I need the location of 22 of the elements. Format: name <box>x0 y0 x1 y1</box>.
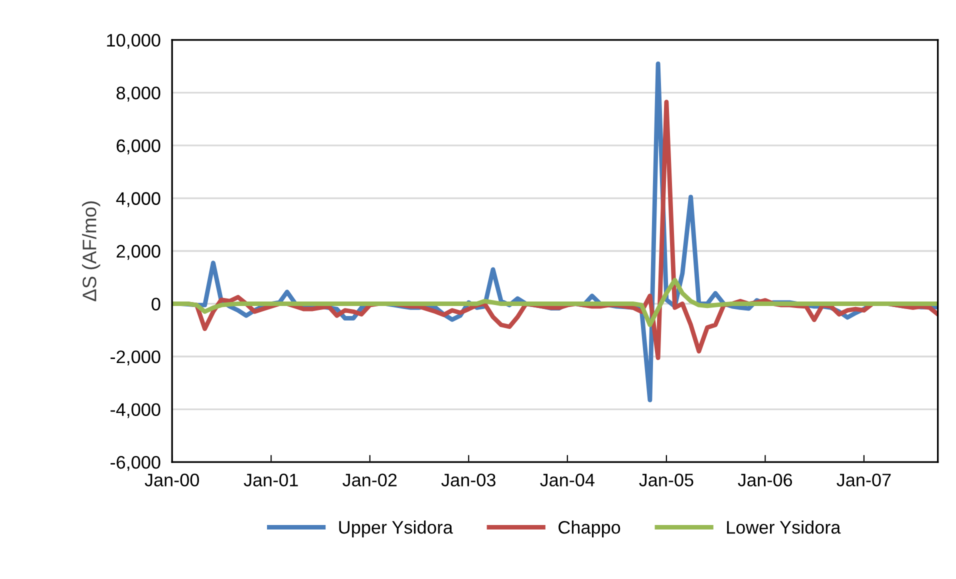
y-axis-title: ΔS (AF/mo) <box>82 201 100 302</box>
y-tick-label: 6,000 <box>116 139 160 154</box>
y-tick-label: -2,000 <box>110 350 160 366</box>
x-tick-label: Jan-03 <box>441 474 496 486</box>
x-tick-label: Jan-06 <box>738 474 792 486</box>
y-tick-label: 2,000 <box>116 244 160 260</box>
line-series <box>172 278 938 328</box>
legend-label: Lower Ysidora <box>727 520 841 534</box>
y-tick-label: -4,000 <box>110 403 160 418</box>
x-tick-label: Jan-05 <box>639 474 694 486</box>
legend-label: Upper Ysidora <box>339 520 453 538</box>
legend-label: Chappo <box>558 520 620 538</box>
y-tick-label: 0 <box>152 298 160 310</box>
y-tick-label: -6,000 <box>110 456 160 471</box>
x-tick-label: Jan-04 <box>540 474 594 486</box>
y-tick-label: 4,000 <box>116 192 160 208</box>
x-tick-label: Jan-02 <box>342 474 397 486</box>
x-tick-label: Jan-01 <box>244 474 298 486</box>
x-tick-label: Jan-07 <box>836 474 891 486</box>
y-tick-label: 8,000 <box>116 86 160 102</box>
x-tick-label: Jan-00 <box>144 474 199 486</box>
y-tick-label: 10,000 <box>107 34 160 49</box>
